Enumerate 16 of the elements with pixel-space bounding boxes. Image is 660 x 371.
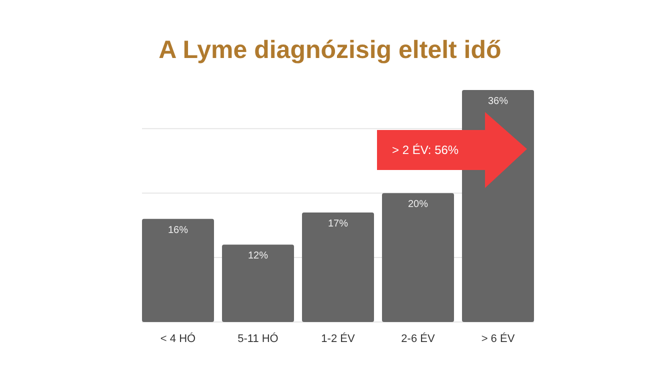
- x-tick-label: > 6 ÉV: [481, 332, 516, 345]
- data-label: 20%: [408, 199, 428, 210]
- data-label: 36%: [488, 96, 508, 107]
- bar: [142, 218, 214, 322]
- x-tick-label: < 4 HÓ: [160, 332, 196, 345]
- chart-title: A Lyme diagnózisig eltelt idő: [158, 36, 502, 64]
- annotation: > 2 ÉV: 56%: [392, 143, 459, 157]
- bar: [222, 244, 294, 322]
- data-label: 12%: [248, 250, 268, 262]
- x-tick-label: 5-11 HÓ: [238, 332, 279, 345]
- bar: [382, 193, 454, 322]
- data-label: 16%: [168, 224, 188, 236]
- x-tick-label: 1-2 ÉV: [321, 332, 356, 345]
- data-label: 17%: [328, 218, 348, 230]
- bar: [302, 212, 374, 322]
- x-tick-label: 2-6 ÉV: [401, 332, 436, 345]
